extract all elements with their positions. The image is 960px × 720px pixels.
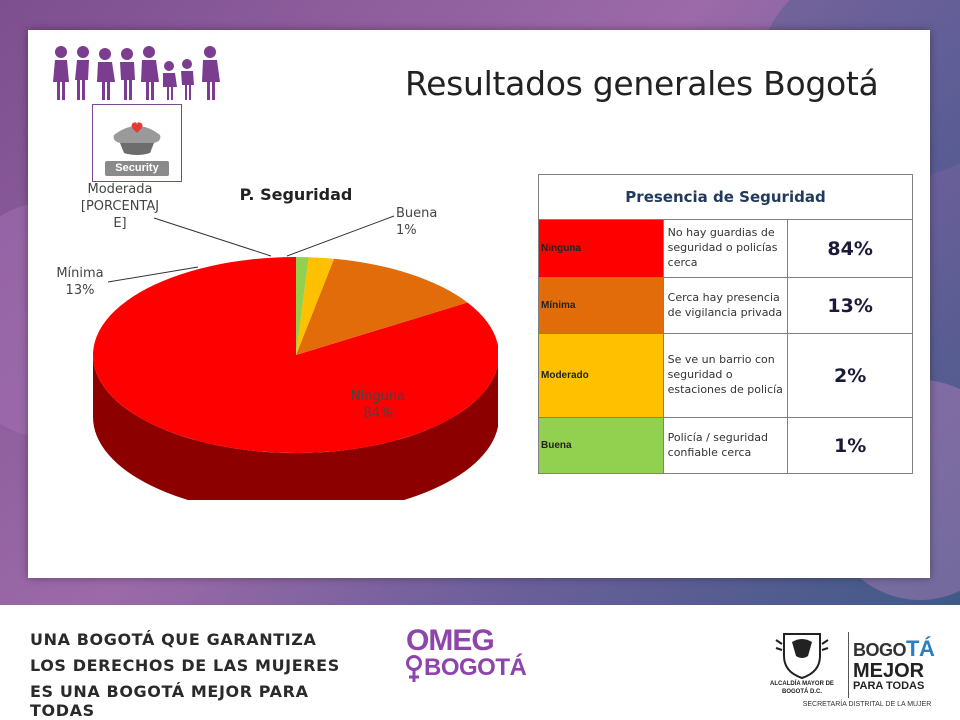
leader-line-buena (286, 215, 395, 257)
data-label-moderada: Moderada (88, 182, 153, 197)
data-label-ninguna: 84% (364, 406, 393, 421)
level-cell: Buena (538, 417, 664, 474)
table-row: Buena Policía / seguridad confiable cerc… (538, 417, 913, 474)
security-presence-table: Presencia de Seguridad Ninguna No hay gu… (538, 174, 913, 474)
percent-cell: 1% (787, 417, 913, 474)
description-cell: Cerca hay presencia de vigilancia privad… (662, 277, 789, 334)
data-label-ninguna: Ninguna (351, 389, 405, 404)
mejor-text: MEJOR (853, 660, 925, 682)
data-label-mínima: Mínima (56, 266, 103, 281)
data-label-moderada: [PORCENTAJ (81, 199, 159, 214)
leader-line-mínima (107, 266, 199, 283)
table-row: Moderado Se ve un barrio con seguridad o… (538, 333, 913, 418)
slide-title: Resultados generales Bogotá (405, 64, 879, 103)
footer-slogan-line-1: UNA BOGOTÁ QUE GARANTIZA (30, 630, 317, 649)
bogota-mejor-logo: BOGOTÁ MEJOR PARA TODAS (853, 636, 953, 696)
bogota-prefix: BOGO (853, 640, 907, 660)
pie-slice-side-ninguna (93, 355, 498, 500)
level-cell: Moderado (538, 333, 664, 418)
omeg-logo-top: OMEG (406, 624, 495, 657)
data-label-mínima: 13% (66, 283, 95, 298)
leader-line-moderada (153, 217, 272, 257)
female-symbol-icon (406, 655, 422, 682)
security-icon-box: Security (92, 104, 182, 182)
pie-slice-buena (296, 257, 309, 355)
security-cap-icon (113, 122, 161, 155)
description-cell: No hay guardias de seguridad o policías … (662, 219, 789, 278)
pie-slice-ninguna (93, 257, 498, 453)
percent-cell: 2% (787, 333, 913, 418)
alcaldia-text: ALCALDÍA MAYOR DE BOGOTÁ D.C. (770, 681, 834, 695)
bogota-shield-icon (775, 633, 829, 680)
description-cell: Policía / seguridad confiable cerca (662, 417, 789, 474)
secretaria-text: SECRETARÍA DISTRITAL DE LA MUJER (802, 701, 932, 708)
omeg-logo: OMEG BOGOTÁ (402, 624, 527, 684)
security-icon-label: Security (105, 161, 169, 176)
footer-slogan-line-2: LOS DERECHOS DE LAS MUJERES (30, 656, 340, 675)
data-label-moderada: E] (113, 216, 126, 231)
table-title: Presencia de Seguridad (538, 174, 913, 220)
percent-cell: 13% (787, 277, 913, 334)
pie-slice-mínima (296, 258, 468, 355)
data-label-buena: Buena (396, 206, 437, 221)
data-label-buena: 1% (396, 223, 417, 238)
description-cell: Se ve un barrio con seguridad o estacion… (662, 333, 789, 418)
pie-chart: P. Seguridad Ninguna 84% Mínima 13% Moderada… (56, 182, 498, 500)
level-cell: Mínima (538, 277, 664, 334)
table-row: Mínima Cerca hay presencia de vigilancia… (538, 277, 913, 334)
table-row: Ninguna No hay guardias de seguridad o p… (538, 219, 913, 278)
omeg-logo-bottom: BOGOTÁ (424, 654, 527, 681)
para-todas-text: PARA TODAS (853, 680, 925, 692)
pie-slice-moderada (296, 257, 335, 355)
footer-slogan-line-3: ES UNA BOGOTÁ MEJOR PARA TODAS (30, 682, 309, 720)
people-group-icon (53, 46, 220, 100)
bogota-suffix: TÁ (906, 636, 935, 661)
level-cell: Ninguna (538, 219, 664, 278)
footer-divider (848, 632, 849, 698)
percent-cell: 84% (787, 219, 913, 278)
chart-title: P. Seguridad (240, 185, 353, 204)
